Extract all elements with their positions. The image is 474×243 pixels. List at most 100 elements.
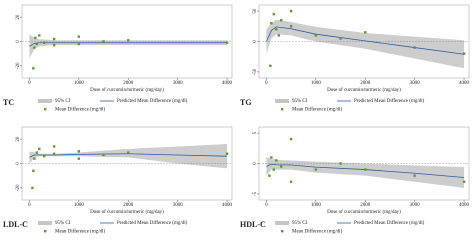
data-point bbox=[289, 25, 293, 28]
data-point bbox=[339, 37, 342, 40]
data-point bbox=[77, 157, 81, 160]
ci-band bbox=[266, 19, 465, 69]
data-point bbox=[52, 152, 56, 155]
data-point bbox=[280, 19, 283, 22]
x-tick-label: 1000 bbox=[74, 203, 85, 208]
data-point bbox=[413, 174, 416, 177]
x-tick-label: 3000 bbox=[173, 81, 184, 86]
legend-label: 95% CI bbox=[55, 221, 71, 226]
legend-label: Predicted Mean Difference (mg/dl) bbox=[117, 221, 188, 226]
x-tick-label: 2000 bbox=[360, 81, 371, 86]
data-point bbox=[364, 168, 367, 171]
y-tick-label: 5 bbox=[253, 131, 258, 134]
x-tick-label: 0 bbox=[28, 203, 31, 208]
panel-label: TG bbox=[240, 98, 252, 107]
data-point bbox=[38, 147, 41, 151]
legend-swatch bbox=[281, 108, 284, 111]
data-point bbox=[33, 157, 36, 160]
data-point bbox=[102, 40, 105, 43]
legend-swatch bbox=[38, 221, 52, 225]
ci-band bbox=[29, 34, 228, 59]
data-point bbox=[32, 169, 35, 172]
legend-label: Predicted Mean Difference (mg/dl) bbox=[354, 99, 425, 104]
data-point bbox=[77, 42, 81, 46]
x-axis-label: Dose of curcumin/turmeric (mg/day) bbox=[90, 88, 164, 93]
data-point bbox=[32, 67, 35, 70]
predicted-line bbox=[266, 26, 465, 55]
predicted-line bbox=[29, 42, 228, 47]
y-tick-label: 0 bbox=[16, 162, 21, 165]
data-point bbox=[462, 52, 466, 55]
legend-label: Mean Difference (mg/dl) bbox=[55, 108, 105, 113]
legend-label: Predicted Mean Difference (mg/dl) bbox=[354, 221, 425, 226]
legend-label: Mean Difference (mg/dl) bbox=[292, 108, 342, 113]
y-tick-label: 20 bbox=[16, 14, 21, 20]
data-point bbox=[127, 151, 130, 154]
x-tick-label: 2000 bbox=[123, 81, 134, 86]
x-tick-label: 3000 bbox=[173, 203, 184, 208]
predicted-line bbox=[266, 163, 465, 178]
data-point bbox=[413, 46, 416, 49]
legend-swatch bbox=[275, 221, 289, 225]
panel-label: HDL-C bbox=[240, 220, 266, 229]
legend-label: 95% CI bbox=[292, 221, 308, 226]
data-point bbox=[268, 174, 271, 177]
legend-swatch bbox=[44, 108, 47, 111]
data-point bbox=[34, 36, 37, 40]
data-point bbox=[269, 64, 272, 68]
y-tick-label: -50 bbox=[253, 68, 258, 75]
ci-band bbox=[29, 144, 228, 169]
legend-swatch bbox=[38, 99, 52, 103]
data-point bbox=[272, 168, 276, 171]
data-point bbox=[364, 31, 367, 34]
y-tick-label: 0 bbox=[16, 40, 21, 43]
data-point bbox=[31, 186, 34, 190]
data-point bbox=[270, 156, 273, 159]
x-tick-label: 1000 bbox=[74, 81, 85, 86]
data-point bbox=[314, 168, 318, 171]
x-axis-label: Dose of curcumin/turmeric (mg/day) bbox=[327, 210, 401, 215]
legend-swatch bbox=[281, 230, 284, 233]
data-point bbox=[43, 155, 46, 158]
x-tick-label: 0 bbox=[265, 203, 268, 208]
data-point bbox=[289, 137, 293, 141]
data-point bbox=[270, 22, 273, 25]
ci-band bbox=[266, 157, 465, 188]
x-tick-label: 2000 bbox=[123, 203, 134, 208]
x-tick-label: 4000 bbox=[459, 203, 470, 208]
data-point bbox=[35, 151, 39, 154]
data-point bbox=[280, 165, 283, 168]
x-tick-label: 4000 bbox=[222, 81, 233, 86]
data-point bbox=[127, 39, 130, 42]
data-point bbox=[225, 152, 229, 155]
x-tick-label: 1000 bbox=[311, 81, 322, 86]
data-point bbox=[77, 150, 81, 153]
x-tick-label: 0 bbox=[28, 81, 31, 86]
data-point bbox=[339, 162, 342, 165]
data-point bbox=[102, 153, 105, 157]
data-point bbox=[225, 41, 229, 44]
y-tick-label: -5 bbox=[253, 191, 258, 196]
panel-label: TC bbox=[3, 98, 14, 107]
data-point bbox=[52, 145, 56, 148]
y-tick-label: -20 bbox=[16, 184, 21, 191]
legend-label: Predicted Mean Difference (mg/dl) bbox=[117, 99, 188, 104]
data-point bbox=[272, 12, 276, 16]
legend-swatch bbox=[44, 230, 47, 233]
x-tick-label: 2000 bbox=[360, 203, 371, 208]
data-point bbox=[289, 9, 293, 13]
data-point bbox=[52, 37, 56, 41]
data-point bbox=[52, 43, 56, 47]
legend-label: Mean Difference (mg/dl) bbox=[55, 230, 105, 235]
x-tick-label: 3000 bbox=[410, 81, 421, 86]
x-tick-label: 3000 bbox=[410, 203, 421, 208]
legend-label: 95% CI bbox=[292, 99, 308, 104]
legend-label: Mean Difference (mg/dl) bbox=[292, 230, 342, 235]
panel-label: LDL-C bbox=[3, 220, 28, 229]
data-point bbox=[38, 34, 41, 37]
legend-label: 95% CI bbox=[55, 99, 71, 104]
x-axis-label: Dose of curcumin/turmeric (mg/day) bbox=[327, 88, 401, 93]
x-tick-label: 0 bbox=[265, 81, 268, 86]
y-tick-label: 20 bbox=[16, 136, 21, 142]
